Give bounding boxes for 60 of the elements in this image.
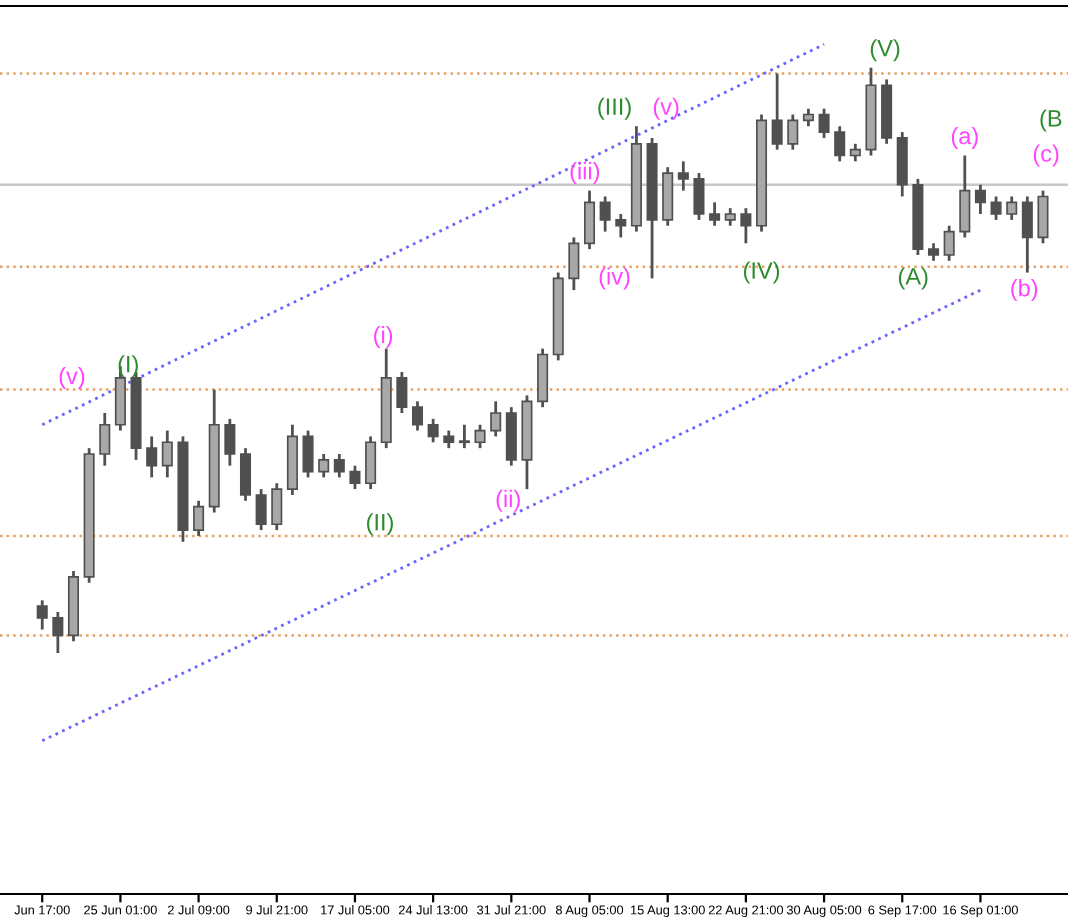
candlestick (99, 411, 111, 468)
candlestick (693, 171, 705, 222)
candlestick (583, 189, 596, 251)
annotation: (v) (653, 97, 679, 120)
annotation: (I) (118, 355, 138, 378)
candlestick (599, 195, 611, 233)
annotation: (iv) (599, 267, 630, 290)
candlestick (271, 481, 283, 532)
annotation: (c) (1033, 144, 1059, 167)
candlestick (1037, 189, 1049, 245)
candlestick (396, 370, 408, 415)
annotation: (b) (1011, 279, 1038, 302)
candlestick (896, 130, 908, 198)
text: (V) (870, 39, 900, 62)
candlestick (318, 452, 330, 479)
candlestick (959, 154, 971, 239)
annotation: (III) (598, 97, 631, 120)
annotation: (iii) (570, 162, 600, 185)
candlestick (537, 347, 549, 409)
candlestick (427, 417, 439, 444)
candlestick (333, 452, 345, 479)
candlestick (349, 464, 361, 491)
candlestick (52, 610, 64, 655)
annotation: (B (1040, 109, 1062, 132)
candlestick (36, 598, 48, 631)
candlestick (740, 206, 752, 245)
candlestick (474, 423, 486, 450)
candlestick (490, 399, 502, 438)
candlestick (224, 417, 236, 468)
annotation: (v) (59, 366, 85, 389)
candlestick (161, 429, 173, 479)
candlestick (943, 224, 955, 263)
candlestick (568, 236, 580, 292)
candlestick (818, 107, 830, 140)
candlestick (146, 435, 158, 479)
candlestick (834, 124, 846, 163)
candlestick (302, 429, 314, 479)
candlestick (193, 499, 205, 538)
candlestick (662, 165, 674, 228)
candlestick (1021, 195, 1033, 274)
annotation: (A) (898, 267, 928, 290)
candlestick (365, 435, 377, 491)
candlestick (1006, 195, 1018, 222)
candlestick (411, 399, 424, 432)
candlestick (239, 446, 252, 503)
candlestick (615, 212, 627, 239)
candlestick (458, 423, 470, 450)
annotation: (i) (374, 325, 393, 348)
annotation: (a) (951, 126, 978, 149)
candlestick (990, 195, 1002, 222)
annotation: (IV) (743, 261, 780, 284)
candlestick (677, 159, 689, 193)
annotation: (ii) (496, 489, 520, 512)
candlestick (771, 72, 783, 152)
candlestick (255, 487, 267, 532)
candlestick (787, 113, 799, 152)
candlestick (974, 183, 986, 216)
candlestick (505, 405, 517, 468)
annotation: (II) (367, 513, 393, 536)
candlestick (709, 200, 721, 228)
